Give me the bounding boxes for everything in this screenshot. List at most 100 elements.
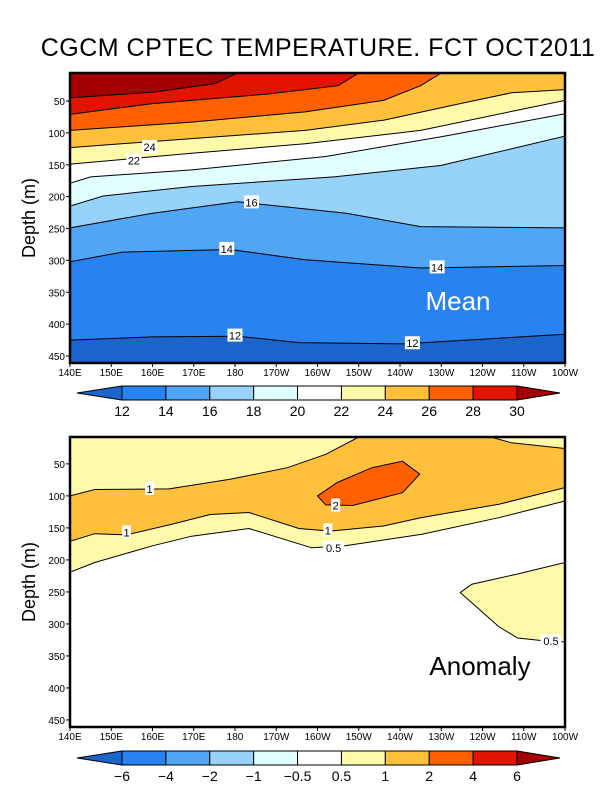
contour-label-bg bbox=[126, 153, 142, 167]
panel-label: Anomaly bbox=[429, 651, 530, 681]
colorbar-low-triangle bbox=[76, 750, 123, 766]
x-tick-label: 170E bbox=[182, 732, 206, 743]
x-tick-label: 180 bbox=[227, 368, 244, 379]
colorbar-box bbox=[165, 385, 211, 401]
x-tick-label: 150W bbox=[346, 368, 373, 379]
colorbar-label: 28 bbox=[465, 403, 481, 419]
colorbar-label: 30 bbox=[509, 403, 525, 419]
panel-anomaly: 1 2 1 1 0.5 0.5 Anomaly 140E 150E 160E 170E 180 170W… bbox=[19, 435, 579, 784]
contour-label: 12 bbox=[229, 331, 241, 343]
x-tick-label: 150E bbox=[100, 368, 124, 379]
contour-label-bg bbox=[142, 139, 158, 153]
x-tick-label: 170W bbox=[263, 368, 290, 379]
x-tick-label: 180 bbox=[227, 732, 244, 743]
y-tick-label: 300 bbox=[48, 620, 65, 631]
y-tick-label: 250 bbox=[48, 588, 65, 599]
x-tick-label: 110W bbox=[511, 732, 537, 743]
contour-label: 16 bbox=[245, 197, 257, 209]
colorbar-label: 12 bbox=[114, 403, 130, 419]
colorbar-label: 14 bbox=[158, 403, 174, 419]
contour-label-bg bbox=[244, 195, 259, 209]
colorbar-box bbox=[297, 385, 342, 401]
x-tick-label: 120W bbox=[469, 368, 496, 379]
colorbar-label: 16 bbox=[202, 403, 218, 419]
x-tick-label: 150E bbox=[100, 732, 124, 743]
colorbar-box bbox=[297, 750, 342, 766]
contour-label: 14 bbox=[431, 262, 443, 274]
y-tick-label: 200 bbox=[48, 193, 65, 204]
colorbar-label: 26 bbox=[421, 403, 437, 419]
contour-label: 24 bbox=[143, 142, 155, 154]
contour-label-bg bbox=[323, 523, 333, 537]
contour-label: 0.5 bbox=[326, 543, 341, 555]
y-axis-label: Depth (m) bbox=[19, 178, 39, 258]
colorbar-box bbox=[121, 750, 167, 766]
colorbar-label: 24 bbox=[378, 403, 394, 419]
contour-label-bg bbox=[122, 525, 132, 539]
contour-label: 1 bbox=[325, 525, 331, 537]
y-tick-label: 100 bbox=[48, 129, 65, 140]
x-tick-label: 140E bbox=[58, 732, 82, 743]
colorbar-box bbox=[384, 750, 430, 766]
contour-label-bg bbox=[145, 481, 155, 495]
contour-line-30 bbox=[70, 73, 238, 99]
x-tick-label: 170W bbox=[263, 732, 290, 743]
y-tick-label: 50 bbox=[54, 97, 66, 108]
y-tick-label: 200 bbox=[48, 556, 65, 567]
y-tick-label: 100 bbox=[48, 492, 65, 503]
colorbar-box bbox=[472, 750, 518, 766]
x-tick-label: 140W bbox=[387, 732, 414, 743]
colorbar-label: 22 bbox=[334, 403, 350, 419]
y-axis-label: Depth (m) bbox=[19, 542, 39, 622]
colorbar-box bbox=[165, 750, 211, 766]
contour-line-14 bbox=[70, 248, 565, 269]
x-tick-label: 160W bbox=[304, 732, 331, 743]
contour-line-18 bbox=[70, 135, 565, 207]
x-tick-label: 130W bbox=[428, 368, 455, 379]
colorbar-box bbox=[340, 750, 386, 766]
colorbar-box bbox=[428, 750, 474, 766]
colorbar-box bbox=[253, 750, 299, 766]
x-tick-label: 110W bbox=[511, 368, 537, 379]
colorbar-box bbox=[472, 385, 518, 401]
contour-line-22 bbox=[70, 99, 565, 165]
contour-label-bg bbox=[429, 260, 445, 274]
contour-label-bg bbox=[540, 634, 562, 648]
colorbar-label: 4 bbox=[469, 768, 477, 784]
colorbar-box bbox=[253, 385, 299, 401]
x-tick-label: 150W bbox=[346, 732, 373, 743]
x-tick-label: 160W bbox=[304, 368, 331, 379]
y-tick-label: 400 bbox=[48, 320, 65, 331]
colorbar-label: 2 bbox=[425, 768, 433, 784]
contour-label-bg bbox=[219, 241, 235, 255]
colorbar-label: 20 bbox=[290, 403, 306, 419]
fill-above-30 bbox=[70, 73, 238, 98]
colorbar-high-triangle bbox=[516, 750, 561, 766]
contour-line-12 bbox=[70, 333, 565, 345]
colorbar-label: −6 bbox=[114, 768, 130, 784]
y-tick-label: 250 bbox=[48, 225, 65, 236]
contour-line-16 bbox=[70, 201, 565, 229]
colorbar-label: 1 bbox=[381, 768, 389, 784]
contour-label: 12 bbox=[406, 338, 418, 350]
y-tick-label: 400 bbox=[48, 684, 65, 695]
y-tick-label: 150 bbox=[48, 161, 65, 172]
x-tick-label: 130W bbox=[428, 732, 455, 743]
colorbar-box bbox=[428, 385, 474, 401]
colorbar-label: 6 bbox=[513, 768, 521, 784]
colorbar-label: −1 bbox=[246, 768, 262, 784]
x-tick-label: 140W bbox=[387, 368, 414, 379]
colorbar-box bbox=[209, 385, 255, 401]
y-tick-label: 350 bbox=[48, 652, 65, 663]
y-tick-label: 350 bbox=[48, 288, 65, 299]
x-tick-label: 170E bbox=[182, 368, 206, 379]
colorbar-box bbox=[121, 385, 167, 401]
contour-line-20 bbox=[70, 113, 565, 184]
y-tick-label: 150 bbox=[48, 524, 65, 535]
plot-area: 1 2 1 1 0.5 0.5 bbox=[70, 437, 565, 727]
colorbar-label: −4 bbox=[158, 768, 174, 784]
contour-line-28 bbox=[70, 73, 360, 115]
contour-label: 22 bbox=[128, 155, 140, 167]
